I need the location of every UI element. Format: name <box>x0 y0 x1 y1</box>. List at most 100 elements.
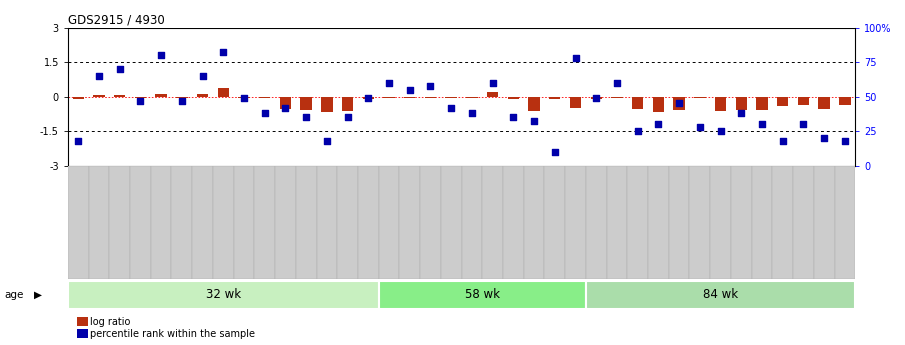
Bar <box>570 97 581 108</box>
Bar <box>156 93 167 97</box>
Bar <box>466 97 478 98</box>
Point <box>444 105 459 110</box>
Text: 84 wk: 84 wk <box>703 288 738 302</box>
Bar <box>818 97 830 109</box>
Bar <box>384 97 395 98</box>
Bar <box>611 97 623 98</box>
Point <box>91 73 106 79</box>
Bar <box>217 88 229 97</box>
Point <box>485 80 500 86</box>
Bar <box>565 166 586 279</box>
Bar <box>529 97 539 111</box>
Bar <box>669 166 690 279</box>
Text: age: age <box>5 290 24 300</box>
FancyBboxPatch shape <box>586 281 855 309</box>
Bar <box>772 166 793 279</box>
Bar <box>441 166 462 279</box>
Point <box>154 52 168 58</box>
Point <box>195 73 210 79</box>
Bar <box>632 97 643 109</box>
Point <box>838 138 853 144</box>
Bar <box>508 97 519 99</box>
Bar <box>694 97 706 98</box>
Text: percentile rank within the sample: percentile rank within the sample <box>90 329 255 339</box>
Point <box>319 138 334 144</box>
Bar <box>275 166 296 279</box>
Bar <box>648 166 669 279</box>
Bar <box>736 97 747 110</box>
Bar <box>300 97 312 110</box>
Bar <box>280 97 291 109</box>
Bar <box>482 166 503 279</box>
Bar <box>834 166 855 279</box>
Bar <box>524 166 545 279</box>
Text: 58 wk: 58 wk <box>465 288 500 302</box>
Bar <box>358 166 378 279</box>
Point <box>672 101 686 106</box>
Point <box>216 50 231 55</box>
Point <box>257 110 272 116</box>
Bar <box>171 166 192 279</box>
Point <box>237 95 252 101</box>
Bar <box>338 166 358 279</box>
Point <box>568 55 583 61</box>
Point <box>651 121 665 127</box>
Bar <box>72 97 84 99</box>
Point <box>112 66 127 72</box>
Bar <box>503 166 524 279</box>
Bar <box>317 166 338 279</box>
Bar <box>777 97 788 106</box>
Bar <box>197 94 208 97</box>
Point <box>589 95 604 101</box>
Bar <box>757 97 767 110</box>
Bar <box>259 97 271 98</box>
Point <box>796 121 811 127</box>
Bar <box>238 97 250 98</box>
Bar <box>814 166 834 279</box>
Point <box>506 115 520 120</box>
Bar <box>404 97 415 98</box>
Point <box>734 110 748 116</box>
FancyBboxPatch shape <box>378 281 586 309</box>
Bar <box>549 97 560 99</box>
Text: GDS2915 / 4930: GDS2915 / 4930 <box>68 14 165 27</box>
Bar <box>192 166 213 279</box>
Bar <box>710 166 731 279</box>
Bar <box>793 166 814 279</box>
Text: log ratio: log ratio <box>90 317 131 327</box>
FancyBboxPatch shape <box>68 281 378 309</box>
Point <box>548 149 562 155</box>
Bar <box>424 97 436 98</box>
Bar <box>715 97 726 111</box>
Point <box>382 80 396 86</box>
Point <box>278 105 292 110</box>
Bar <box>487 92 499 97</box>
Bar <box>130 166 151 279</box>
Bar <box>93 95 105 97</box>
Point <box>299 115 313 120</box>
Bar <box>399 166 420 279</box>
Bar <box>110 166 130 279</box>
Bar <box>254 166 275 279</box>
Bar <box>797 97 809 105</box>
Bar <box>586 166 606 279</box>
Bar <box>68 166 89 279</box>
Bar <box>213 166 233 279</box>
Point <box>340 115 355 120</box>
Bar <box>731 166 752 279</box>
Bar <box>653 97 664 112</box>
Point <box>403 87 417 92</box>
Bar <box>296 166 317 279</box>
Bar <box>591 97 602 99</box>
Point <box>692 124 707 130</box>
Bar <box>89 166 110 279</box>
Bar <box>545 166 565 279</box>
Bar <box>176 97 187 98</box>
Point <box>755 121 769 127</box>
Bar <box>233 166 254 279</box>
Bar <box>690 166 710 279</box>
Point <box>424 83 438 88</box>
Point <box>361 95 376 101</box>
Text: ▶: ▶ <box>34 290 43 300</box>
Text: 32 wk: 32 wk <box>205 288 241 302</box>
